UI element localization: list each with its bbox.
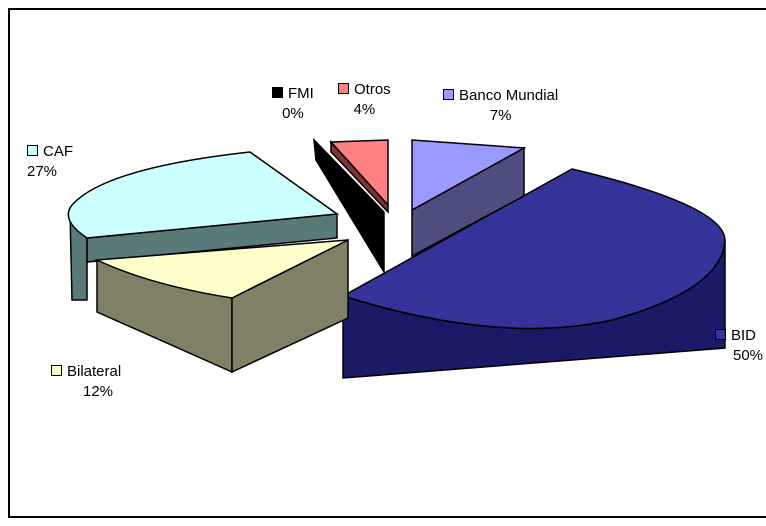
label-fmi: FMI 0%	[272, 84, 314, 124]
pie-slice-banco-mundial	[411, 139, 527, 258]
label-bid-pct: 50%	[733, 347, 764, 364]
legend-marker-fmi	[272, 87, 283, 98]
label-caf: CAF 27%	[27, 142, 73, 182]
label-bilateral-pct: 12%	[83, 383, 114, 400]
label-banco-mundial-pct: 7%	[489, 107, 512, 124]
label-banco-mundial: Banco Mundial 7%	[443, 86, 558, 126]
label-caf-pct: 27%	[27, 163, 58, 180]
label-bilateral: Bilateral 12%	[51, 362, 121, 402]
label-bid-name: BID	[731, 327, 757, 344]
label-caf-name: CAF	[43, 143, 73, 160]
label-bid: BID 50%	[715, 326, 763, 366]
pie-slice-bilateral	[94, 238, 349, 374]
legend-marker-banco-mundial	[443, 89, 454, 100]
pie-slice-fmi	[313, 137, 385, 275]
legend-marker-otros	[338, 83, 349, 94]
pie-slice-bid	[341, 168, 726, 379]
label-otros-name: Otros	[354, 81, 391, 98]
legend-marker-bid	[715, 329, 726, 340]
pie-slice-otros	[329, 139, 389, 214]
legend-marker-bilateral	[51, 365, 62, 376]
pie-slice-caf	[67, 151, 340, 301]
label-fmi-name: FMI	[288, 85, 314, 102]
label-otros: Otros 4%	[338, 80, 391, 120]
pie-slice-caf-top	[67, 151, 340, 239]
pie-slice-bid-top	[341, 168, 726, 330]
pie-slice-otros-top	[329, 139, 389, 207]
label-bilateral-name: Bilateral	[67, 363, 122, 380]
label-otros-pct: 4%	[353, 101, 376, 118]
label-fmi-pct: 0%	[282, 105, 304, 122]
label-banco-mundial-name: Banco Mundial	[459, 87, 559, 104]
legend-marker-caf	[27, 145, 38, 156]
pie-slice-fmi-side	[313, 137, 385, 275]
pie-slice-banco-mundial-top	[411, 139, 527, 212]
pie-slice-bilateral-top	[94, 239, 349, 299]
